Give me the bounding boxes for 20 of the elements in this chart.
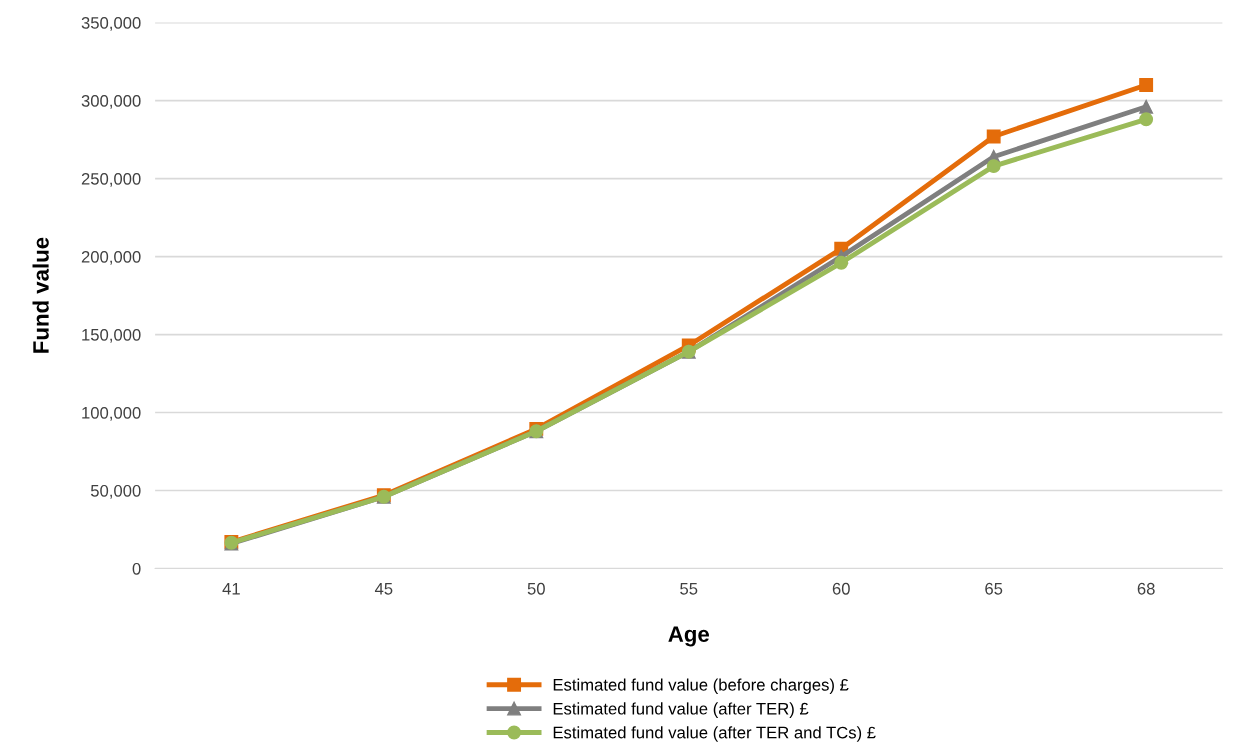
x-tick-label: 65 — [985, 582, 1003, 595]
x-tick-label: 68 — [1137, 582, 1155, 595]
y-tick-label: 100,000 — [82, 406, 141, 421]
y-tick-label: 350,000 — [81, 16, 141, 31]
y-tick-label: 250,000 — [81, 172, 141, 187]
x-tick-label: 50 — [527, 582, 545, 595]
y-tick-label: 150,000 — [82, 328, 141, 343]
x-tick-label: 41 — [222, 583, 240, 595]
y-tick-label: 300,000 — [81, 94, 141, 109]
x-tick-label: 60 — [832, 582, 850, 595]
x-tick-label: 55 — [680, 583, 698, 595]
x-tick-label: 45 — [374, 583, 393, 595]
y-tick-label: 200,000 — [81, 250, 141, 265]
y-axis-title: Fund value — [32, 237, 49, 353]
legend-label: Estimated fund value (before charges) £ — [553, 678, 849, 695]
x-axis-title: Age — [668, 626, 709, 647]
y-tick-label: 50,000 — [90, 484, 141, 499]
legend-label: Estimated fund value (after TER and TCs) £ — [553, 726, 876, 742]
y-tick-label: 0 — [132, 562, 141, 575]
legend-label: Estimated fund value (after TER) £ — [553, 702, 809, 718]
